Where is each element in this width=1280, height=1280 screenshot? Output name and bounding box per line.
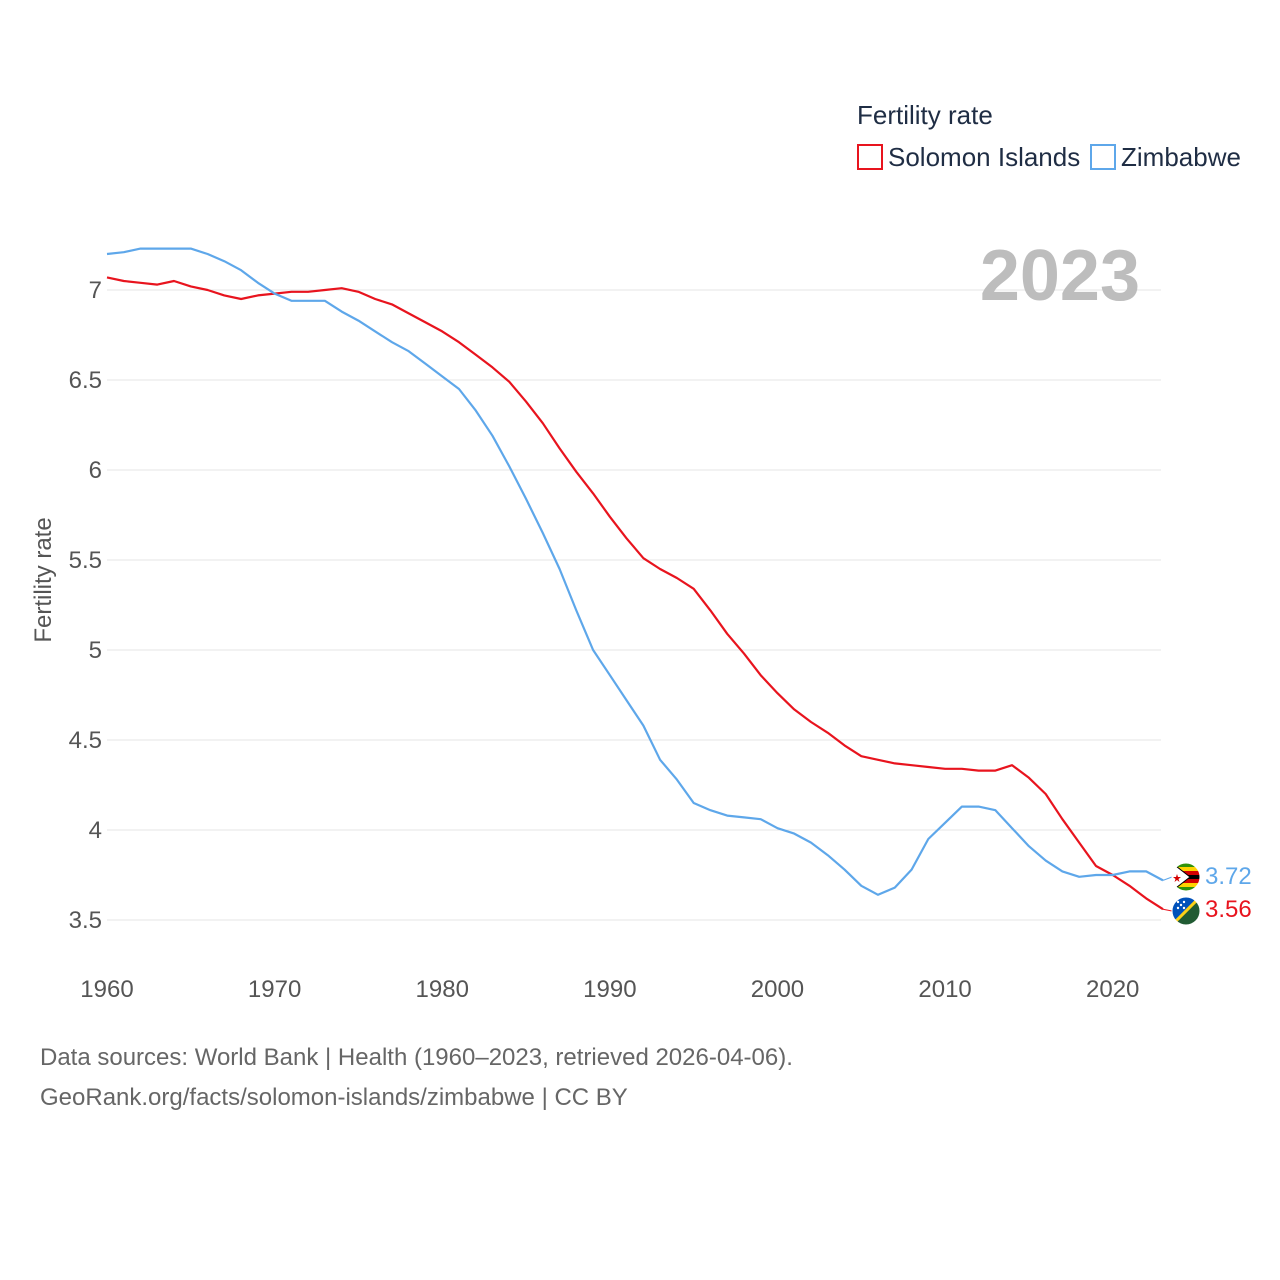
y-tick-label: 3.5 <box>69 907 102 934</box>
y-tick-label: 4 <box>89 817 102 844</box>
y-axis-ticks: 3.5 4 4.5 5 5.5 6 6.5 7 <box>69 277 102 934</box>
y-tick-label: 5.5 <box>69 547 102 574</box>
legend: Fertility rate Solomon Islands Zimbabwe <box>857 100 1241 172</box>
series-lines <box>106 247 1173 912</box>
zimbabwe-flag-icon <box>1171 862 1201 892</box>
y-tick-label: 6.5 <box>69 367 102 394</box>
legend-label-zimbabwe: Zimbabwe <box>1121 142 1241 172</box>
series-line-solomon-islands <box>106 276 1164 911</box>
series-line-zimbabwe <box>106 247 1164 896</box>
x-tick-label: 1970 <box>248 976 301 1003</box>
end-connector <box>1162 876 1173 881</box>
end-label-solomon-islands: 3.56 <box>1205 896 1252 923</box>
end-labels: 3.72 3.56 <box>1171 862 1252 926</box>
end-connector <box>1162 908 1173 912</box>
y-tick-label: 6 <box>89 457 102 484</box>
end-label-zimbabwe: 3.72 <box>1205 863 1252 890</box>
year-watermark: 2023 <box>980 236 1140 316</box>
x-tick-label: 2010 <box>918 976 971 1003</box>
legend-title: Fertility rate <box>857 100 993 130</box>
x-tick-label: 2000 <box>751 976 804 1003</box>
legend-swatch-zimbabwe <box>1090 144 1116 170</box>
x-axis-ticks: 1960 1970 1980 1990 2000 2010 2020 <box>80 976 1139 1003</box>
y-tick-label: 7 <box>89 277 102 304</box>
legend-item-solomon-islands[interactable]: Solomon Islands <box>857 142 1080 172</box>
gridlines <box>107 289 1161 921</box>
x-tick-label: 1960 <box>80 976 133 1003</box>
solomon-islands-flag-icon <box>1171 896 1201 926</box>
footer-credit[interactable]: GeoRank.org/facts/solomon-islands/zimbab… <box>40 1084 628 1111</box>
y-axis-title: Fertility rate <box>30 517 57 642</box>
legend-item-zimbabwe[interactable]: Zimbabwe <box>1090 142 1241 172</box>
footer-sources: Data sources: World Bank | Health (1960–… <box>40 1044 793 1071</box>
y-tick-label: 5 <box>89 637 102 664</box>
x-tick-label: 1990 <box>583 976 636 1003</box>
y-tick-label: 4.5 <box>69 727 102 754</box>
x-tick-label: 2020 <box>1086 976 1139 1003</box>
x-tick-label: 1980 <box>416 976 469 1003</box>
legend-label-solomon-islands: Solomon Islands <box>888 142 1080 172</box>
legend-swatch-solomon-islands <box>857 144 883 170</box>
